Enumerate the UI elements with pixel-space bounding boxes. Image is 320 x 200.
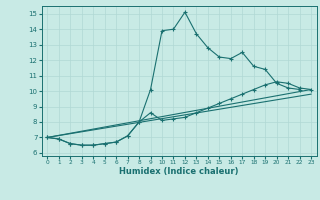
X-axis label: Humidex (Indice chaleur): Humidex (Indice chaleur)	[119, 167, 239, 176]
